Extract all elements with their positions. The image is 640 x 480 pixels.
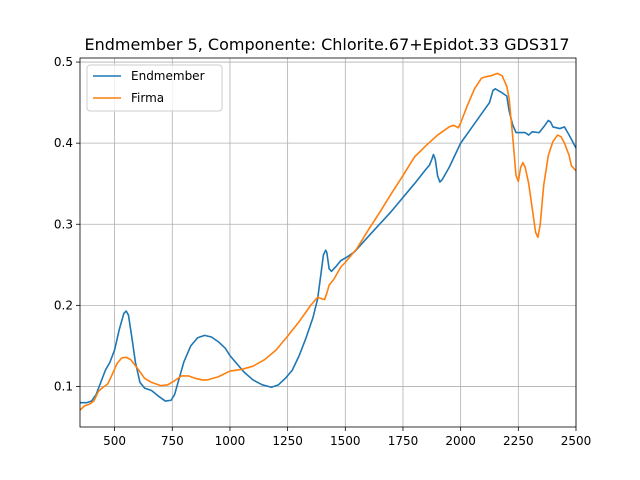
x-axis-ticks: 500 750 1000 1250 1500 1750 2000 2250 2500 (103, 427, 591, 448)
y-tick-label: 0.5 (54, 55, 73, 69)
x-tick-label: 2500 (561, 434, 592, 448)
legend-label: Endmember (131, 69, 205, 83)
plot-frame (79, 57, 577, 428)
y-axis-ticks: 0.1 0.2 0.3 0.4 0.5 (54, 55, 80, 393)
x-tick-label: 2250 (503, 434, 534, 448)
chart-title: Endmember 5, Componente: Chlorite.67+Epi… (84, 35, 569, 54)
y-tick-label: 0.2 (54, 298, 73, 312)
x-tick-label: 750 (161, 434, 184, 448)
x-tick-label: 1000 (215, 434, 246, 448)
series-line-firma (80, 72, 576, 411)
legend-label: Firma (131, 91, 164, 105)
y-tick-label: 0.4 (54, 136, 73, 150)
x-tick-label: 1500 (330, 434, 361, 448)
x-tick-label: 1250 (272, 434, 303, 448)
series-lines (80, 72, 576, 411)
y-tick-label: 0.1 (54, 379, 73, 393)
x-tick-label: 1750 (388, 434, 419, 448)
y-tick-label: 0.3 (54, 217, 73, 231)
legend: Endmember Firma (86, 64, 223, 112)
x-tick-label: 2000 (445, 434, 476, 448)
x-tick-label: 500 (103, 434, 126, 448)
